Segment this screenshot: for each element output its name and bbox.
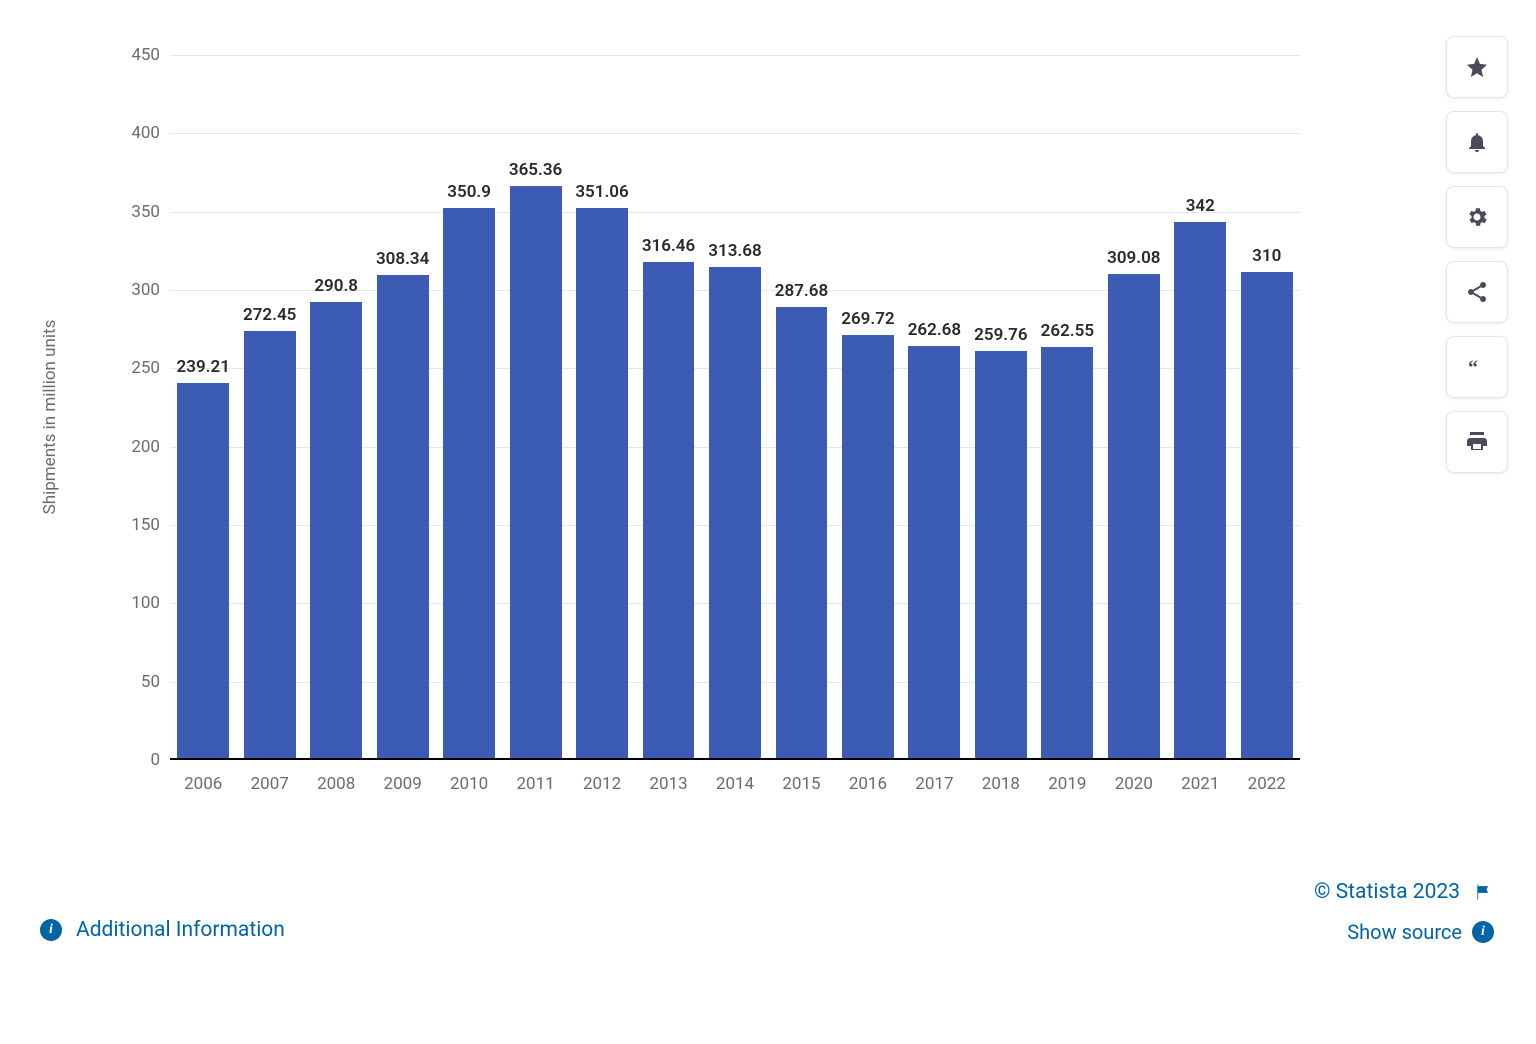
notify-button[interactable] — [1446, 111, 1508, 173]
cite-button[interactable]: “ — [1446, 336, 1508, 398]
bar-value-label: 272.45 — [220, 305, 320, 325]
bar-value-label: 239.21 — [153, 357, 253, 377]
bar-value-label: 350.9 — [419, 182, 519, 202]
additional-info-link[interactable]: i Additional Information — [40, 918, 285, 942]
x-tick-label: 2014 — [700, 774, 770, 794]
bar[interactable] — [310, 302, 362, 758]
y-tick-label: 300 — [115, 280, 160, 300]
bar-value-label: 310 — [1217, 246, 1317, 266]
bar-value-label: 309.08 — [1084, 248, 1184, 268]
x-tick-label: 2013 — [634, 774, 704, 794]
bar-value-label: 342 — [1150, 196, 1250, 216]
x-tick-label: 2006 — [168, 774, 238, 794]
y-tick-label: 400 — [115, 123, 160, 143]
x-tick-label: 2015 — [766, 774, 836, 794]
copyright-row: © Statista 2023 — [1314, 880, 1494, 904]
x-tick-label: 2020 — [1099, 774, 1169, 794]
bar[interactable] — [510, 186, 562, 758]
show-source-label: Show source — [1347, 920, 1462, 944]
x-tick-label: 2009 — [368, 774, 438, 794]
y-tick-label: 150 — [115, 515, 160, 535]
copyright-text: © Statista 2023 — [1314, 880, 1460, 904]
gridline — [170, 55, 1300, 56]
bar[interactable] — [643, 262, 695, 758]
y-tick-label: 450 — [115, 45, 160, 65]
y-axis-label: Shipments in million units — [40, 320, 60, 515]
show-source-link[interactable]: Show source i — [1347, 920, 1494, 944]
x-tick-label: 2021 — [1165, 774, 1235, 794]
bar-value-label: 308.34 — [353, 249, 453, 269]
bar[interactable] — [1041, 347, 1093, 758]
x-tick-label: 2007 — [235, 774, 305, 794]
bell-icon — [1465, 130, 1489, 154]
y-tick-label: 350 — [115, 202, 160, 222]
print-button[interactable] — [1446, 411, 1508, 473]
print-icon — [1465, 430, 1489, 454]
gridline — [170, 133, 1300, 134]
bar-value-label: 287.68 — [751, 281, 851, 301]
x-tick-label: 2011 — [501, 774, 571, 794]
gear-icon — [1465, 205, 1489, 229]
star-icon — [1465, 55, 1489, 79]
bar[interactable] — [576, 208, 628, 758]
x-tick-label: 2022 — [1232, 774, 1302, 794]
bar-value-label: 262.55 — [1017, 321, 1117, 341]
x-tick-label: 2019 — [1032, 774, 1102, 794]
settings-button[interactable] — [1446, 186, 1508, 248]
y-tick-label: 100 — [115, 593, 160, 613]
x-tick-label: 2012 — [567, 774, 637, 794]
flag-icon[interactable] — [1474, 882, 1494, 902]
bar-chart: Shipments in million units 0501001502002… — [100, 55, 1300, 795]
bar[interactable] — [1241, 272, 1293, 758]
bar-value-label: 351.06 — [552, 182, 652, 202]
x-tick-label: 2017 — [899, 774, 969, 794]
info-icon: i — [40, 919, 62, 941]
y-tick-label: 200 — [115, 437, 160, 457]
bar[interactable] — [776, 307, 828, 758]
svg-text:“: “ — [1468, 357, 1478, 379]
y-tick-label: 0 — [115, 750, 160, 770]
bar-value-label: 365.36 — [486, 160, 586, 180]
bar[interactable] — [908, 346, 960, 758]
x-tick-label: 2010 — [434, 774, 504, 794]
plot-area: 050100150200250300350400450239.212006272… — [170, 55, 1300, 760]
favorite-button[interactable] — [1446, 36, 1508, 98]
bar[interactable] — [709, 267, 761, 758]
bar-value-label: 313.68 — [685, 241, 785, 261]
x-tick-label: 2016 — [833, 774, 903, 794]
bar[interactable] — [177, 383, 229, 758]
additional-info-label: Additional Information — [76, 918, 285, 942]
bar[interactable] — [842, 335, 894, 758]
bar[interactable] — [377, 275, 429, 758]
x-tick-label: 2018 — [966, 774, 1036, 794]
share-button[interactable] — [1446, 261, 1508, 323]
bar[interactable] — [1174, 222, 1226, 758]
info-icon: i — [1472, 921, 1494, 943]
bar-value-label: 290.8 — [286, 276, 386, 296]
bar[interactable] — [1108, 274, 1160, 758]
side-toolbar: “ — [1446, 36, 1508, 473]
bar[interactable] — [443, 208, 495, 758]
bar[interactable] — [975, 351, 1027, 758]
gridline — [170, 212, 1300, 213]
x-tick-label: 2008 — [301, 774, 371, 794]
bar[interactable] — [244, 331, 296, 758]
quote-icon: “ — [1465, 355, 1489, 379]
y-tick-label: 50 — [115, 672, 160, 692]
share-icon — [1465, 280, 1489, 304]
